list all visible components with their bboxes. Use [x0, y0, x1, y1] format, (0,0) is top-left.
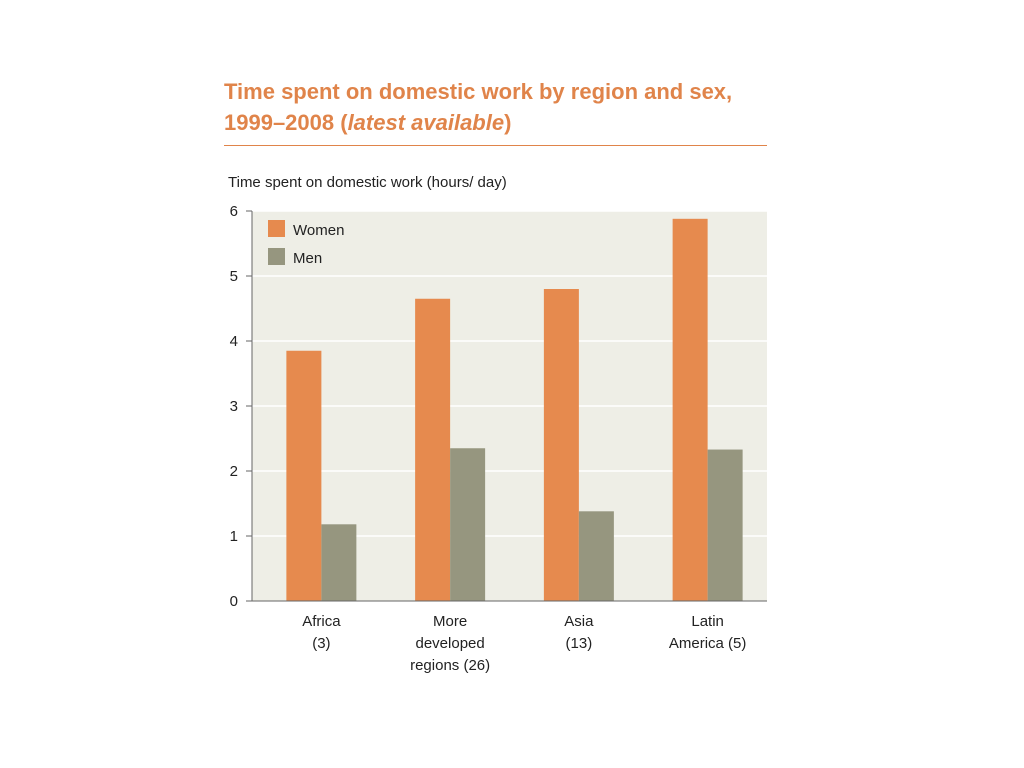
chart-title-italic: latest available: [347, 110, 505, 135]
x-category-labels: Africa (3) More developed regions (26) Asia (1…: [302, 613, 746, 674]
legend-swatch-women: [268, 220, 285, 237]
bars: [286, 218, 743, 602]
bar-women-3: [672, 218, 708, 602]
x-category-label: Latin America (5): [669, 613, 747, 652]
y-axis-label: Time spent on domestic work (hours/ day): [228, 174, 507, 191]
axes: [251, 211, 767, 602]
y-tick-label: 1: [230, 528, 238, 545]
bar-men-2: [578, 511, 614, 601]
y-tick-label: 5: [230, 268, 238, 285]
title-rule: [224, 145, 767, 146]
y-tick-label: 0: [230, 593, 238, 610]
legend: Women Men: [268, 220, 344, 267]
chart-title-line2: 1999–2008 (latest available): [224, 107, 784, 138]
bar-women-2: [543, 289, 579, 601]
x-category-label: Asia (13): [564, 613, 594, 652]
chart-title-years: 1999–2008 (: [224, 110, 348, 135]
x-category-label: More developed regions (26): [410, 613, 490, 674]
legend-label-women: Women: [293, 222, 344, 239]
chart-title: Time spent on domestic work by region an…: [224, 76, 784, 138]
bar-men-0: [321, 524, 357, 601]
bar-men-1: [450, 448, 486, 601]
bar-men-3: [707, 449, 743, 601]
chart-title-close: ): [504, 110, 512, 135]
legend-label-men: Men: [293, 250, 322, 267]
bar-women-0: [286, 350, 322, 601]
legend-swatch-men: [268, 248, 285, 265]
chart-title-line1: Time spent on domestic work by region an…: [224, 79, 733, 104]
y-tick-label: 6: [230, 203, 238, 220]
bar-women-1: [415, 298, 451, 601]
y-tick-label: 2: [230, 463, 238, 480]
y-tick-label: 4: [230, 333, 238, 350]
x-category-label: Africa (3): [302, 613, 341, 652]
y-tick-labels: 0 1 2 3 4 5 6: [230, 203, 238, 610]
y-tick-label: 3: [230, 398, 238, 415]
